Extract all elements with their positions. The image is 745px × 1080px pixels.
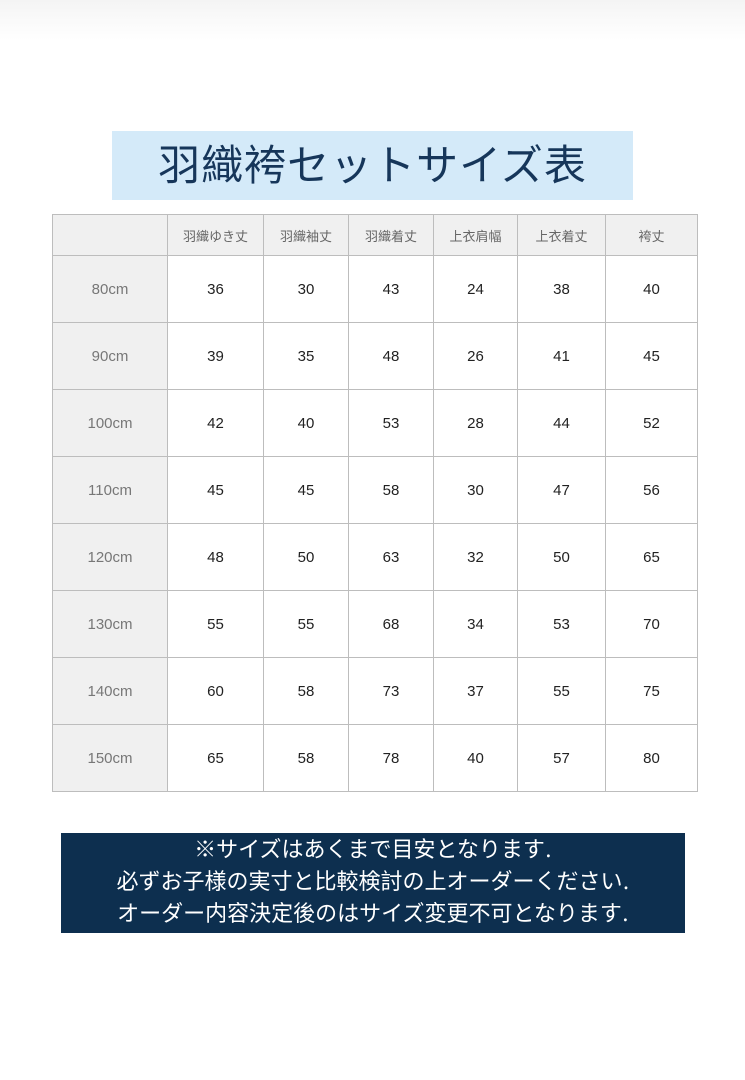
table-row: 150cm 65 58 78 40 57 80	[52, 724, 698, 792]
measurement-cell: 24	[433, 255, 518, 323]
measurement-cell: 58	[263, 657, 349, 725]
column-header: 袴丈	[605, 214, 698, 256]
column-header: 上衣肩幅	[433, 214, 518, 256]
measurement-cell: 80	[605, 724, 698, 792]
measurement-cell: 37	[433, 657, 518, 725]
size-label: 100cm	[52, 389, 168, 457]
measurement-cell: 78	[348, 724, 434, 792]
measurement-cell: 44	[517, 389, 606, 457]
measurement-cell: 53	[348, 389, 434, 457]
table-row: 140cm 60 58 73 37 55 75	[52, 657, 698, 725]
page-title: 羽織袴セットサイズ表	[112, 131, 633, 200]
measurement-cell: 60	[167, 657, 264, 725]
size-label: 150cm	[52, 724, 168, 792]
measurement-cell: 30	[263, 255, 349, 323]
measurement-cell: 30	[433, 456, 518, 524]
column-header: 羽織袖丈	[263, 214, 349, 256]
measurement-cell: 47	[517, 456, 606, 524]
measurement-cell: 40	[433, 724, 518, 792]
measurement-cell: 41	[517, 322, 606, 390]
column-header: 羽織着丈	[348, 214, 434, 256]
measurement-cell: 50	[517, 523, 606, 591]
measurement-cell: 32	[433, 523, 518, 591]
measurement-cell: 50	[263, 523, 349, 591]
table-row: 90cm 39 35 48 26 41 45	[52, 322, 698, 390]
measurement-cell: 56	[605, 456, 698, 524]
measurement-cell: 35	[263, 322, 349, 390]
measurement-cell: 39	[167, 322, 264, 390]
measurement-cell: 70	[605, 590, 698, 658]
table-row: 130cm 55 55 68 34 53 70	[52, 590, 698, 658]
size-label: 130cm	[52, 590, 168, 658]
measurement-cell: 68	[348, 590, 434, 658]
measurement-cell: 40	[263, 389, 349, 457]
measurement-cell: 73	[348, 657, 434, 725]
measurement-cell: 45	[263, 456, 349, 524]
measurement-cell: 38	[517, 255, 606, 323]
measurement-cell: 57	[517, 724, 606, 792]
measurement-cell: 36	[167, 255, 264, 323]
notice-box: ※サイズはあくまで目安となります. 必ずお子様の実寸と比較検討の上オーダーくださ…	[61, 833, 685, 933]
notice-line: オーダー内容決定後のはサイズ変更不可となります.	[117, 902, 629, 927]
column-header: 羽織ゆき丈	[167, 214, 264, 256]
size-table: 羽織ゆき丈 羽織袖丈 羽織着丈 上衣肩幅 上衣着丈 袴丈 80cm 36 30 43 24 38 40…	[52, 214, 698, 792]
measurement-cell: 45	[605, 322, 698, 390]
size-label: 120cm	[52, 523, 168, 591]
table-row: 100cm 42 40 53 28 44 52	[52, 389, 698, 457]
notice-line: ※サイズはあくまで目安となります.	[194, 838, 552, 863]
measurement-cell: 48	[167, 523, 264, 591]
measurement-cell: 43	[348, 255, 434, 323]
column-header	[52, 214, 168, 256]
measurement-cell: 26	[433, 322, 518, 390]
table-row: 110cm 45 45 58 30 47 56	[52, 456, 698, 524]
measurement-cell: 65	[167, 724, 264, 792]
table-row: 120cm 48 50 63 32 50 65	[52, 523, 698, 591]
measurement-cell: 40	[605, 255, 698, 323]
measurement-cell: 53	[517, 590, 606, 658]
measurement-cell: 48	[348, 322, 434, 390]
measurement-cell: 52	[605, 389, 698, 457]
measurement-cell: 28	[433, 389, 518, 457]
size-label: 90cm	[52, 322, 168, 390]
measurement-cell: 63	[348, 523, 434, 591]
measurement-cell: 55	[517, 657, 606, 725]
measurement-cell: 58	[348, 456, 434, 524]
measurement-cell: 34	[433, 590, 518, 658]
measurement-cell: 42	[167, 389, 264, 457]
measurement-cell: 65	[605, 523, 698, 591]
measurement-cell: 58	[263, 724, 349, 792]
column-header: 上衣着丈	[517, 214, 606, 256]
size-label: 140cm	[52, 657, 168, 725]
notice-line: 必ずお子様の実寸と比較検討の上オーダーください.	[116, 870, 630, 895]
measurement-cell: 75	[605, 657, 698, 725]
size-label: 80cm	[52, 255, 168, 323]
top-fade	[0, 0, 745, 40]
size-label: 110cm	[52, 456, 168, 524]
measurement-cell: 45	[167, 456, 264, 524]
measurement-cell: 55	[263, 590, 349, 658]
header-row: 羽織ゆき丈 羽織袖丈 羽織着丈 上衣肩幅 上衣着丈 袴丈	[52, 214, 698, 256]
table-row: 80cm 36 30 43 24 38 40	[52, 255, 698, 323]
measurement-cell: 55	[167, 590, 264, 658]
